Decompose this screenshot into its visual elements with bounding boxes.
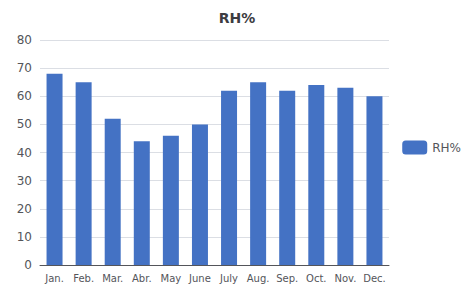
svg-text:Mar.: Mar. (102, 273, 123, 284)
svg-text:Dec.: Dec. (363, 273, 386, 284)
svg-text:10: 10 (17, 230, 32, 244)
svg-text:Aug.: Aug. (247, 273, 270, 284)
svg-text:20: 20 (17, 202, 32, 216)
svg-text:60: 60 (17, 89, 32, 103)
svg-text:RH%: RH% (432, 141, 461, 155)
svg-text:40: 40 (17, 146, 32, 160)
svg-text:May: May (161, 273, 182, 284)
svg-text:0: 0 (24, 258, 32, 272)
svg-text:70: 70 (17, 61, 32, 75)
svg-text:30: 30 (17, 174, 32, 188)
svg-text:June: June (188, 273, 211, 284)
svg-text:Nov.: Nov. (334, 273, 356, 284)
svg-text:Sep.: Sep. (276, 273, 298, 284)
svg-text:Abr.: Abr. (132, 273, 152, 284)
svg-text:July: July (219, 273, 238, 284)
svg-text:Oct.: Oct. (306, 273, 326, 284)
svg-text:80: 80 (17, 33, 32, 47)
svg-text:50: 50 (17, 117, 32, 131)
svg-text:RH%: RH% (219, 10, 256, 26)
svg-text:Feb.: Feb. (73, 273, 94, 284)
svg-text:Jan.: Jan. (44, 273, 64, 284)
